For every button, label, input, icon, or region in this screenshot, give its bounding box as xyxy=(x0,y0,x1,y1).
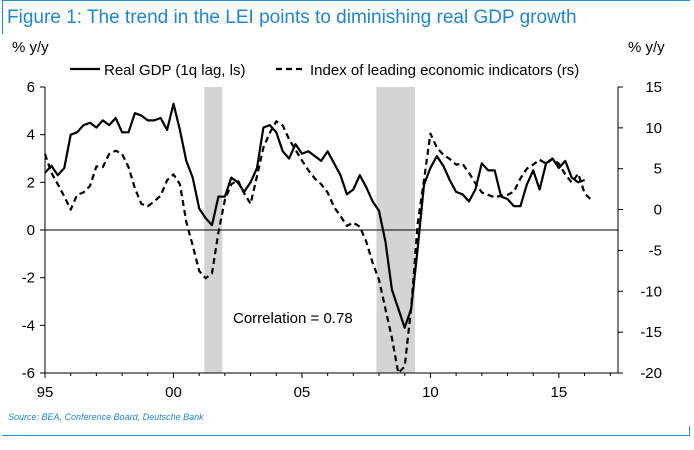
left-tick-label: 6 xyxy=(27,79,35,96)
series-lines xyxy=(43,102,592,375)
right-tick-label: 5 xyxy=(654,161,662,178)
legend-label-real-gdp: Real GDP (1q lag, ls) xyxy=(104,62,245,79)
x-tick-label: 10 xyxy=(422,384,439,401)
source-note: Source: BEA, Conference Board, Deutsche … xyxy=(8,412,204,422)
right-tick-label: 15 xyxy=(645,79,662,96)
right-tick-label: -5 xyxy=(649,242,662,259)
right-tick-label: -15 xyxy=(640,324,662,341)
left-tick-label: -4 xyxy=(22,317,35,334)
left-tick-label: 0 xyxy=(27,222,35,239)
x-tick-label: 00 xyxy=(165,384,182,401)
right-tick-label: -10 xyxy=(640,283,662,300)
series-line-real-gdp xyxy=(44,102,585,329)
left-tick-label: -6 xyxy=(22,365,35,382)
right-axis-label: % y/y xyxy=(628,39,665,56)
legend: Real GDP (1q lag, ls) Index of leading e… xyxy=(70,62,579,79)
left-axis-label: % y/y xyxy=(12,39,49,56)
left-tick-label: 2 xyxy=(27,174,35,191)
correlation-annotation: Correlation = 0.78 xyxy=(233,310,353,327)
right-tick-label: 0 xyxy=(654,202,662,219)
figure-title: Figure 1: The trend in the LEI points to… xyxy=(2,0,690,34)
left-tick-label: 4 xyxy=(27,127,35,144)
legend-label-lei: Index of leading economic indicators (rs… xyxy=(310,62,579,79)
right-tick-label: -20 xyxy=(640,365,662,382)
series-line-lei xyxy=(43,120,592,375)
x-tick-label: 95 xyxy=(37,384,54,401)
x-tick-label: 15 xyxy=(551,384,568,401)
right-tick-label: 10 xyxy=(645,120,662,137)
figure-frame xyxy=(2,426,690,436)
x-tick-label: 05 xyxy=(294,384,311,401)
left-tick-label: -2 xyxy=(22,270,35,287)
